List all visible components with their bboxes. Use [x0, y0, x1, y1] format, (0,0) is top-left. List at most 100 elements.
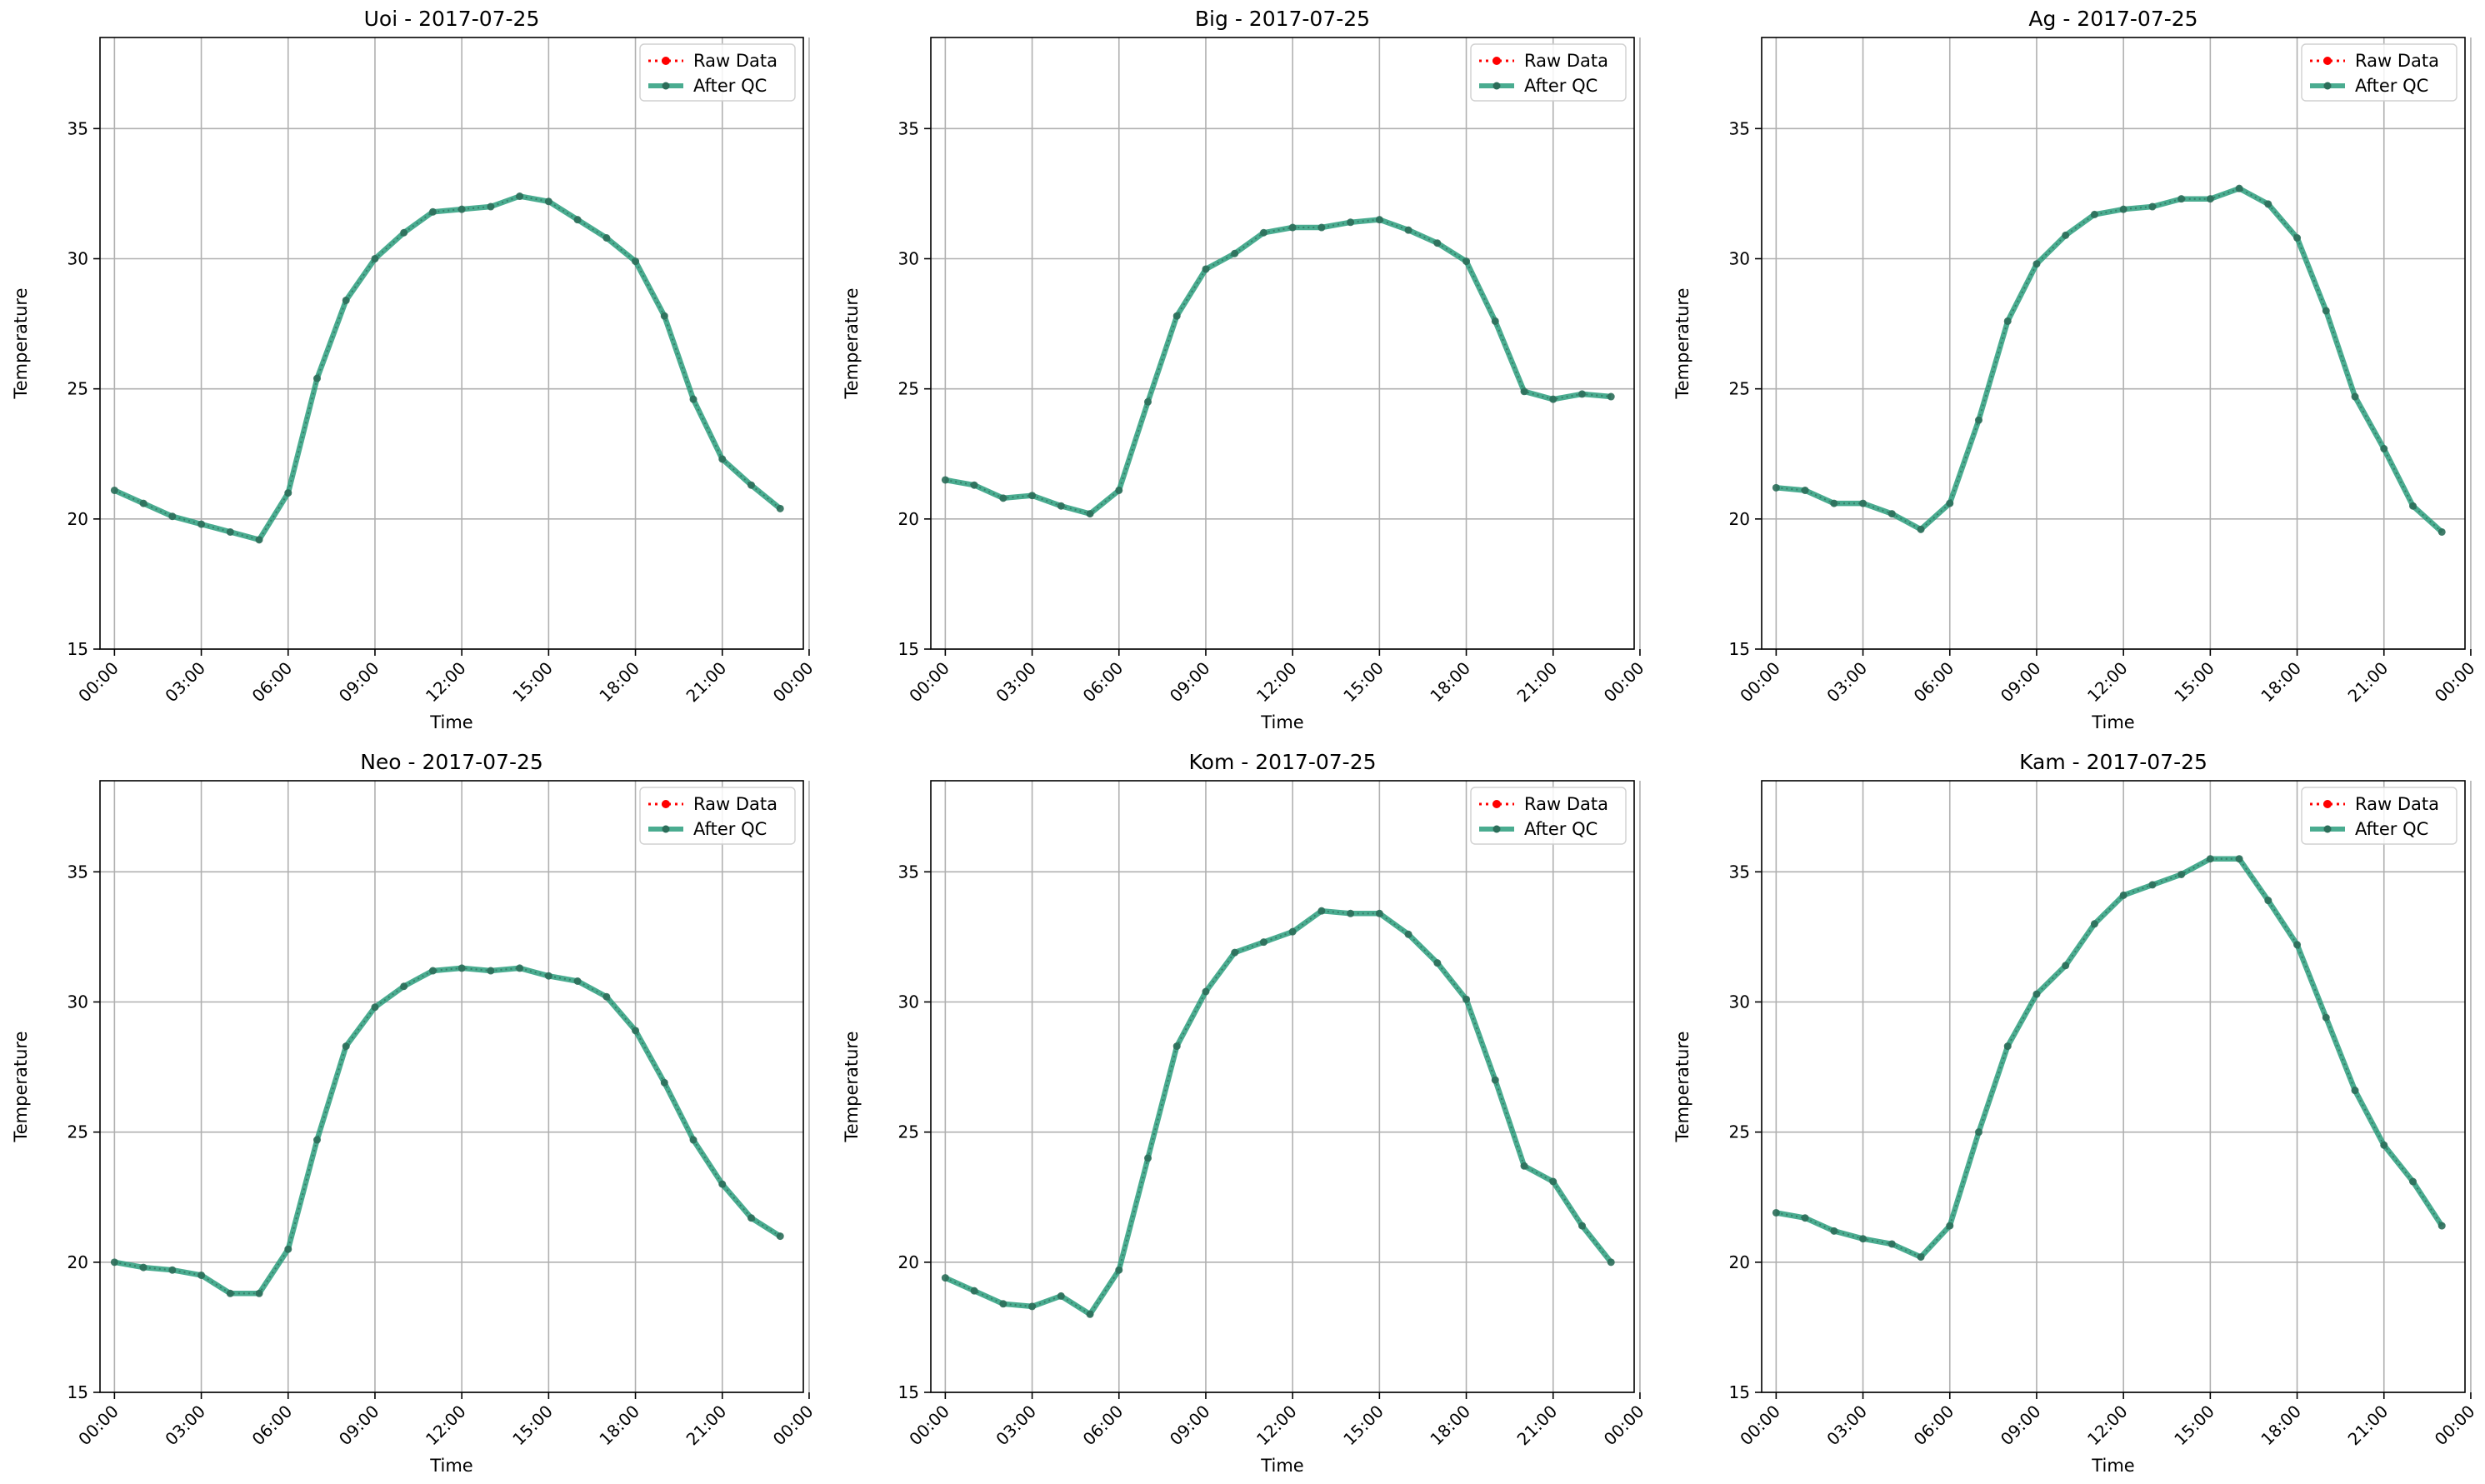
data-point [1549, 395, 1558, 403]
data-point [747, 1214, 755, 1222]
data-point [2119, 205, 2128, 213]
data-point [1202, 265, 1210, 273]
chart-panel-1: 15 20 25 30 35 00:00 03:00 06:00 09:00 12:00 15:00… [11, 7, 817, 732]
x-tick-label: 00:00 [769, 658, 818, 707]
data-point [1318, 223, 1326, 232]
legend-label-after-qc: After QC [693, 76, 767, 96]
x-tick-label: 15:00 [2170, 658, 2218, 707]
data-point [1143, 1154, 1152, 1162]
data-point [516, 964, 524, 972]
x-tick-label: 12:00 [2083, 1402, 2132, 1450]
legend: Raw Data After QC [2301, 43, 2458, 102]
x-tick-label: 00:00 [2431, 658, 2479, 707]
y-tick-label: 35 [68, 118, 88, 138]
data-point [1520, 1162, 1528, 1170]
data-point [1520, 387, 1528, 396]
data-point [2322, 1013, 2330, 1022]
data-point [1347, 909, 1355, 917]
legend: Raw Data After QC [639, 43, 796, 102]
data-point [284, 489, 292, 497]
x-tick-label: 09:00 [1166, 1402, 1214, 1450]
x-tick-label: 03:00 [992, 658, 1040, 707]
y-tick-label: 15 [1729, 1382, 1750, 1402]
legend-label-after-qc: After QC [1524, 819, 1598, 839]
data-point [2178, 870, 2186, 878]
data-point [312, 374, 321, 382]
x-tick-label: 09:00 [335, 658, 383, 707]
legend-label-raw-data: Raw Data [693, 794, 778, 814]
data-point [1375, 216, 1383, 224]
data-point [2380, 1141, 2388, 1149]
x-tick-label: 09:00 [335, 1402, 383, 1450]
y-tick-label: 25 [1729, 1122, 1750, 1142]
grid [931, 37, 1641, 650]
data-point [1433, 239, 1442, 247]
x-tick-label: 06:00 [1910, 1402, 1958, 1450]
y-tick-label: 15 [898, 1382, 919, 1402]
data-point [1578, 390, 1586, 398]
y-tick-label: 20 [68, 509, 88, 529]
x-tick-label: 06:00 [1079, 1402, 1128, 1450]
data-point [1462, 995, 1471, 1003]
legend-marker-after-qc [2323, 825, 2332, 833]
panel-title: Kom - 2017-07-25 [1189, 750, 1377, 774]
x-tick-label: 21:00 [682, 1402, 731, 1450]
y-axis-label: Temperature [11, 1031, 31, 1142]
legend-marker-after-qc [1492, 82, 1501, 90]
x-tick-label: 09:00 [1997, 1402, 2045, 1450]
data-point [198, 520, 206, 528]
grid [1762, 781, 2472, 1393]
x-tick-label: 03:00 [1822, 658, 1871, 707]
data-point [2380, 444, 2388, 452]
x-tick-label: 12:00 [422, 1402, 470, 1450]
y-tick-label: 30 [1729, 992, 1750, 1012]
legend-label-raw-data: Raw Data [1524, 794, 1608, 814]
data-point [1491, 317, 1499, 325]
data-point [371, 254, 379, 262]
data-point [1946, 1222, 1954, 1230]
data-point [1946, 499, 1954, 507]
data-point [1801, 1214, 1809, 1222]
data-point [1859, 499, 1868, 507]
data-point [1578, 1222, 1586, 1230]
data-point [1607, 1258, 1615, 1267]
y-axis-label: Temperature [1672, 287, 1692, 399]
x-tick-label: 21:00 [2344, 1402, 2392, 1450]
y-tick-label: 25 [1729, 379, 1750, 399]
y-tick-label: 35 [1729, 118, 1750, 138]
x-tick-label: 06:00 [1079, 658, 1128, 707]
axes-frame [1761, 780, 2466, 1393]
data-point [1549, 1177, 1558, 1186]
data-point [660, 1078, 668, 1087]
data-point [1347, 218, 1355, 227]
data-point [1231, 249, 1239, 257]
data-point [1259, 228, 1268, 237]
data-point [487, 202, 495, 211]
x-tick-label: 03:00 [992, 1402, 1040, 1450]
data-point [139, 1263, 148, 1272]
data-point [2032, 990, 2041, 998]
series-line-raw-data [113, 195, 781, 541]
y-tick-label: 25 [898, 379, 919, 399]
series-line-after-qc [944, 217, 1612, 517]
x-tick-label: 18:00 [2257, 1402, 2305, 1450]
series-line-raw-data [945, 218, 1612, 515]
grid [100, 37, 810, 650]
data-point [941, 1274, 949, 1282]
data-point [255, 1289, 263, 1297]
data-point [1859, 1235, 1868, 1243]
x-tick-label: 00:00 [74, 658, 122, 707]
x-tick-label: 12:00 [1252, 1402, 1301, 1450]
x-tick-label: 18:00 [595, 658, 643, 707]
y-tick-label: 30 [898, 992, 919, 1012]
data-point [1974, 1128, 1982, 1137]
chart-panel-6: 15 20 25 30 35 00:00 03:00 06:00 09:00 12:00 15:00… [1672, 750, 2478, 1476]
data-point [1433, 959, 1442, 967]
chart-panel-5: 15 20 25 30 35 00:00 03:00 06:00 09:00 12:00 15:00… [842, 750, 1648, 1476]
data-point [602, 234, 611, 242]
data-point [660, 312, 668, 320]
data-point [1318, 907, 1326, 915]
data-point [1115, 1266, 1123, 1274]
data-point [1462, 257, 1471, 266]
data-point [516, 192, 524, 201]
